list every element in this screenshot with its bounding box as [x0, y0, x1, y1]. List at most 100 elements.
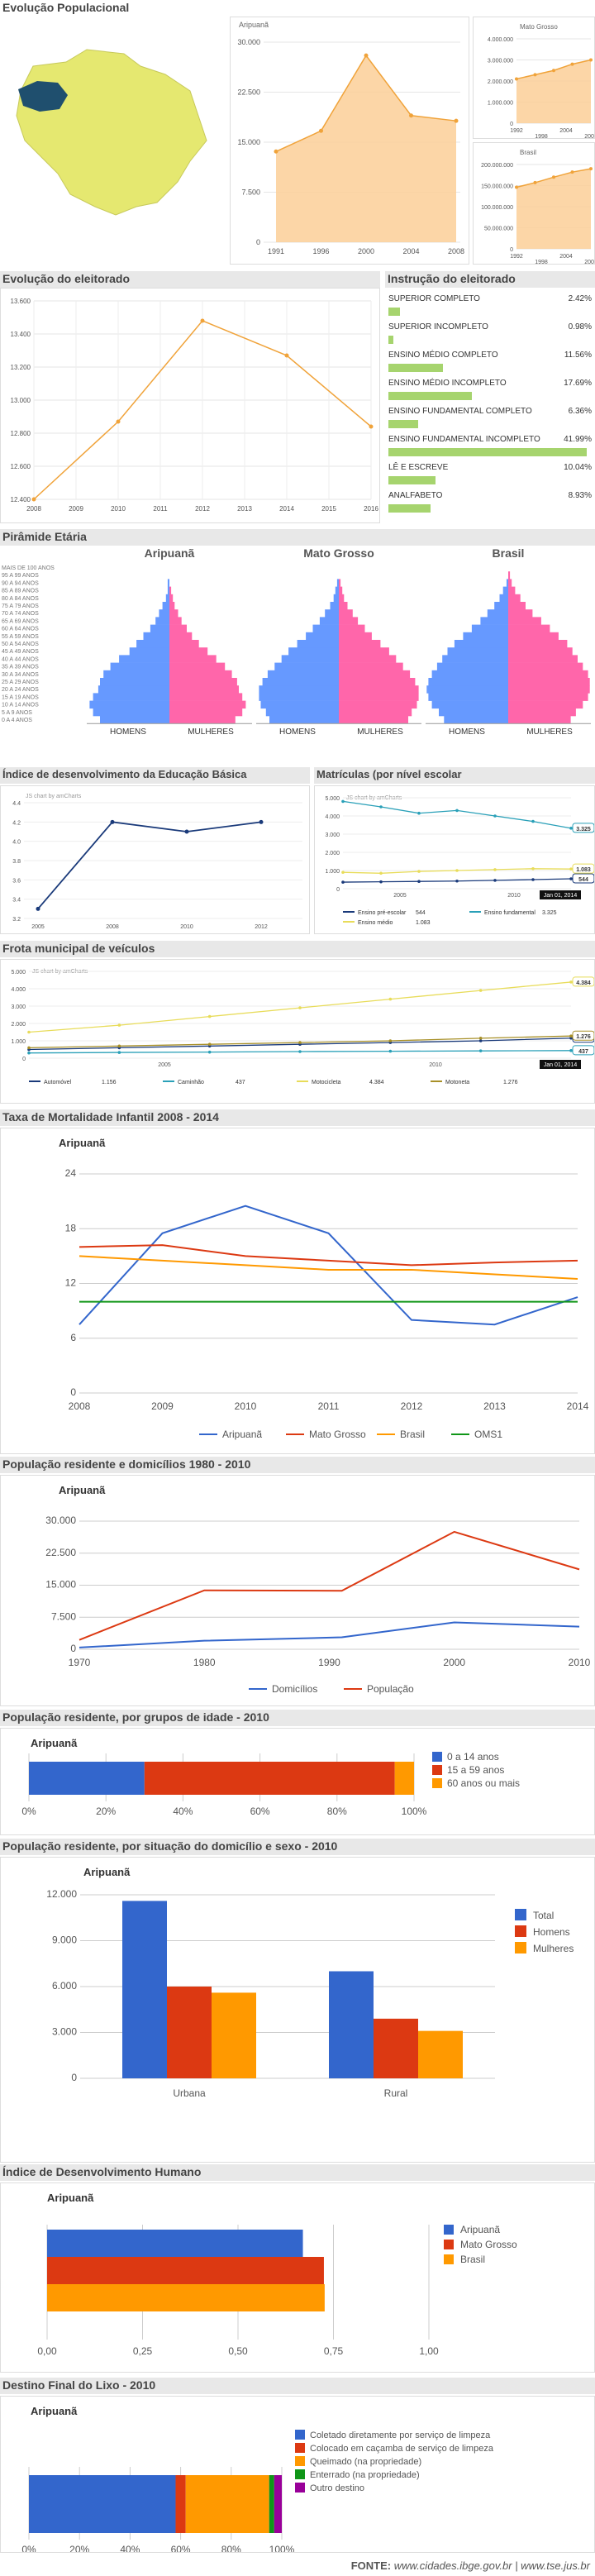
piramide-bar-homens	[165, 594, 169, 603]
matriculas-date-flag: Jan 01, 2014	[544, 893, 578, 899]
frota-point	[117, 1051, 121, 1054]
pop-main-point	[454, 118, 459, 123]
frota-point	[569, 1049, 573, 1052]
situacao-bar	[374, 2018, 418, 2078]
pop-mt-ytick: 3.000.000	[488, 59, 513, 64]
mortalidade-legend-label: Mato Grosso	[309, 1429, 366, 1440]
frota-legend-value: 4.384	[369, 1080, 384, 1085]
piramide-bar-mulheres	[508, 693, 588, 701]
eleitorado-xtick: 2011	[153, 505, 168, 513]
eleitorado-point	[200, 318, 205, 323]
ideb-ytick: 4.2	[12, 820, 21, 826]
instrucao-label: SUPERIOR COMPLETO	[388, 294, 480, 303]
residente-ytick: 0	[70, 1643, 76, 1654]
piramide-bar-homens	[426, 685, 508, 694]
pop-main-xtick: 2008	[448, 247, 464, 255]
frota-ytick: 3.000	[11, 1004, 26, 1010]
ideb-ytick: 4.4	[12, 801, 21, 807]
piramide-bar-mulheres	[508, 617, 541, 625]
pop-mt-point	[570, 62, 574, 66]
section-title-ideb: Índice de desenvolvimento da Educação Bá…	[0, 767, 310, 784]
idh-xtick: 0,50	[228, 2345, 248, 2357]
instrucao-label: SUPERIOR INCOMPLETO	[388, 322, 488, 332]
instrucao-pct: 0.98%	[568, 322, 592, 332]
instrucao-label: ENSINO FUNDAMENTAL COMPLETO	[388, 407, 532, 416]
frota-end-value: 437	[578, 1049, 588, 1055]
frota-end-value: 1.276	[576, 1034, 591, 1040]
piramide-bar-homens	[155, 617, 169, 625]
frota-point	[27, 1030, 31, 1034]
frota-point	[478, 989, 483, 992]
piramide-bar-homens	[333, 594, 339, 603]
piramide-bar-homens	[259, 693, 339, 701]
frota-point	[569, 980, 573, 984]
pop-main-point	[319, 128, 323, 133]
instrucao-label: ENSINO MÉDIO INCOMPLETO	[388, 379, 507, 388]
frota-legend-label: Automóvel	[44, 1080, 72, 1085]
piramide-bar-homens	[259, 685, 339, 694]
instrucao-pct: 10.04%	[564, 463, 592, 472]
pop-br-subtitle: Brasil	[520, 149, 536, 156]
mortalidade-series-line	[79, 1205, 578, 1326]
instrucao-item: SUPERIOR INCOMPLETO 0.98%	[388, 322, 592, 347]
piramide-bar-homens	[439, 708, 508, 717]
pop-br-point	[552, 175, 555, 179]
eleitorado-xtick: 2014	[279, 505, 294, 513]
piramide-homens-label: HOMENS	[449, 727, 485, 737]
pop-main-subtitle: Aripuanã	[239, 21, 269, 29]
frota-point	[298, 1050, 302, 1053]
idh-xtick: 0,00	[37, 2345, 57, 2357]
residente-series-line	[79, 1621, 580, 1648]
piramide-bar-homens	[267, 670, 339, 679]
matriculas-series-line	[342, 800, 572, 829]
matriculas-point	[455, 879, 459, 883]
eleitorado-ytick: 13.600	[11, 298, 31, 305]
eleitorado-point	[116, 419, 121, 424]
matriculas-end-value: 3.325	[576, 827, 591, 832]
piramide-bar-homens	[436, 662, 508, 671]
idh-legend-swatch	[444, 2254, 454, 2264]
ideb-point	[110, 819, 115, 824]
ideb-point	[36, 906, 40, 911]
frota-ytick: 4.000	[11, 987, 26, 993]
piramide-bar-mulheres	[339, 586, 343, 595]
situacao-legend-swatch	[515, 1925, 526, 1937]
piramide-homens-label: HOMENS	[279, 727, 316, 737]
instrucao-bar	[388, 364, 444, 372]
mortalidade-xtick: 2009	[151, 1400, 174, 1412]
piramide-bar-homens	[506, 579, 508, 587]
mortalidade-chart: Aripuanã 24 18 12 6 0 2008 2009 2010 2011 2012 2013…	[0, 1128, 595, 1454]
pop-br-chart: Brasil 200.000.000 150.000.000 100.000.000 5…	[473, 142, 595, 265]
section-title-residente: População residente e domicílios 1980 - …	[0, 1457, 595, 1473]
situacao-legend-label: Mulheres	[533, 1943, 574, 1954]
piramide-age-label: 90 A 94 ANOS	[2, 580, 39, 586]
instrucao-label: LÊ E ESCREVE	[388, 463, 449, 472]
idade-xtick: 40%	[173, 1806, 193, 1817]
ideb-xtick: 2005	[31, 924, 45, 930]
residente-ytick: 15.000	[45, 1579, 76, 1591]
ideb-point	[259, 819, 264, 824]
mortalidade-ytick: 12	[65, 1277, 77, 1289]
piramide-bar-mulheres	[508, 632, 559, 641]
residente-legend-label: População	[367, 1683, 414, 1695]
frota-ytick: 0	[22, 1057, 26, 1062]
frota-legend-value: 1.156	[102, 1080, 117, 1085]
piramide-mulheres-label: MULHERES	[188, 727, 234, 737]
ideb-ytick: 4.0	[12, 840, 21, 846]
piramide-bar-mulheres	[339, 609, 353, 618]
piramide-bar-mulheres	[339, 655, 397, 663]
footer-links[interactable]: www.cidades.ibge.gov.br | www.tse.jus.br	[393, 2559, 590, 2572]
residente-xtick: 1970	[69, 1657, 91, 1668]
pop-main-xtick: 2004	[402, 247, 419, 255]
piramide-bar-mulheres	[169, 586, 172, 595]
ideb-xtick: 2010	[180, 924, 193, 930]
idade-xtick: 20%	[96, 1806, 116, 1817]
pop-mt-ytick: 4.000.000	[488, 37, 513, 43]
eleitorado-ytick: 12.600	[11, 463, 31, 470]
piramide-bar-homens	[297, 640, 339, 648]
lixo-xtick: 80%	[221, 2544, 241, 2553]
pop-mt-ytick: 1.000.000	[488, 101, 513, 107]
pop-br-point	[589, 167, 593, 171]
lixo-legend-label: Queimado (na propriedade)	[310, 2457, 421, 2467]
piramide-chart-title: Brasil	[493, 546, 525, 560]
